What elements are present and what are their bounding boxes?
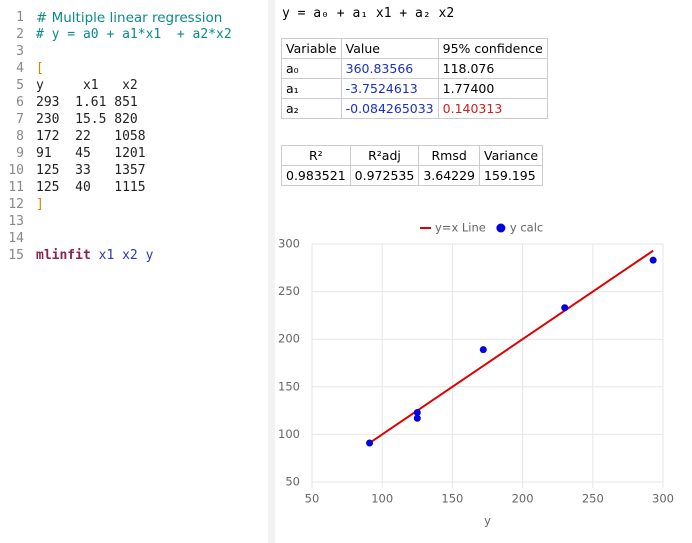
cell: -0.084265033 <box>340 98 439 119</box>
legend-dot <box>496 223 506 233</box>
x-axis-title: y <box>484 514 491 528</box>
line-number: 6 <box>16 95 24 110</box>
table-row: a₀ 360.83566 118.076 <box>281 58 548 79</box>
code-line: 293 1.61 851 <box>36 95 138 110</box>
line-number: 14 <box>8 231 24 246</box>
y-tick-label: 150 <box>278 379 300 393</box>
header-cell: 95% confidence <box>437 38 548 59</box>
cell: a₂ <box>281 98 342 119</box>
code-token: y x1 x2 <box>36 78 138 93</box>
code-line: # Multiple linear regression <box>36 10 222 26</box>
legend-label: y=x Line <box>435 221 486 235</box>
code-token: 172 22 1058 <box>36 129 146 144</box>
x-tick-label: 200 <box>512 492 534 506</box>
x-tick-label: 50 <box>305 492 320 506</box>
code-line: 172 22 1058 <box>36 129 146 144</box>
header-cell: Value <box>340 38 439 59</box>
code-token: # y = a0 + a1*x1 + a2*x2 <box>36 27 232 42</box>
line-number: 1 <box>16 10 24 25</box>
line-number: 7 <box>16 112 24 127</box>
line-number: 4 <box>16 61 24 76</box>
cell: 0.140313 <box>437 98 548 119</box>
code-token: [ <box>36 61 44 76</box>
x-tick-label: 150 <box>441 492 463 506</box>
cell: 3.64229 <box>418 165 481 186</box>
code-token: # Multiple linear regression <box>36 10 223 26</box>
code-token: x1 x2 y <box>90 248 154 263</box>
line-number: 13 <box>8 214 24 229</box>
header-cell: R² <box>281 145 351 166</box>
table-row: a₂ -0.084265033 0.140313 <box>281 98 548 119</box>
header-cell: Rmsd <box>418 145 481 166</box>
cell: 0.983521 <box>281 165 351 186</box>
line-number: 15 <box>8 248 24 263</box>
header-cell: R²adj <box>349 145 420 166</box>
code-line: mlinfit x1 x2 y <box>36 248 153 263</box>
code-token: ] <box>36 197 44 212</box>
x-tick-label: 300 <box>652 492 674 506</box>
cell: 159.195 <box>479 165 544 186</box>
code-line: # y = a0 + a1*x1 + a2*x2 <box>36 27 232 42</box>
line-number: 3 <box>16 44 24 59</box>
cell: a₀ <box>281 58 342 79</box>
table-row: 0.983521 0.972535 3.64229 159.195 <box>281 165 544 186</box>
code-line: 230 15.5 820 <box>36 112 138 127</box>
y-tick-label: 50 <box>285 475 300 489</box>
y-tick-label: 200 <box>278 332 300 346</box>
x-tick-label: 250 <box>582 492 604 506</box>
data-point <box>649 256 657 264</box>
statistics-table: R² R²adj Rmsd Variance 0.983521 0.972535 3.642… <box>281 145 544 186</box>
y-tick-label: 300 <box>278 237 300 251</box>
header-cell: Variance <box>479 145 544 166</box>
header-cell: Variable <box>281 38 342 59</box>
code-token: 230 15.5 820 <box>36 112 138 127</box>
line-number: 11 <box>8 180 24 195</box>
equation: y = a₀ + a₁ x1 + a₂ x2 <box>282 6 455 21</box>
code-editor[interactable]: 1 # Multiple linear regression 2 # y = a0 +… <box>0 0 275 543</box>
code-line: 91 45 1201 <box>36 146 146 161</box>
y-tick-label: 250 <box>278 284 300 298</box>
data-point <box>413 409 421 417</box>
header-row: Variable Value 95% confidence <box>281 38 548 59</box>
cell: 118.076 <box>437 58 548 79</box>
legend-label: y calc <box>510 221 543 235</box>
data-point <box>561 304 569 312</box>
code-line: 125 40 1115 <box>36 180 146 195</box>
code-token: 293 1.61 851 <box>36 95 138 110</box>
fit-line <box>369 249 654 444</box>
cell: a₁ <box>281 78 342 99</box>
code-line: y x1 x2 <box>36 78 138 93</box>
cell: 1.77400 <box>437 78 548 99</box>
table-row: a₁ -3.7524613 1.77400 <box>281 78 548 99</box>
code-line: [ <box>36 61 44 76</box>
line-number: 12 <box>8 197 24 212</box>
header-row: R² R²adj Rmsd Variance <box>281 145 544 166</box>
code-token: 125 40 1115 <box>36 180 146 195</box>
data-point <box>479 346 487 354</box>
y-tick-label: 100 <box>278 427 300 441</box>
line-number: 5 <box>16 78 24 93</box>
code-line: ] <box>36 197 44 212</box>
cell: 0.972535 <box>349 165 420 186</box>
coefficients-table: Variable Value 95% confidence a₀ 360.83566 11… <box>281 38 548 119</box>
line-number: 8 <box>16 129 24 144</box>
line-number: 10 <box>8 163 24 178</box>
data-point <box>413 414 421 422</box>
code-token: 91 45 1201 <box>36 146 146 161</box>
code-token: mlinfit <box>36 248 91 263</box>
line-number: 2 <box>16 27 24 42</box>
cell: -3.7524613 <box>340 78 439 99</box>
line-number: 9 <box>16 146 24 161</box>
code-line: 125 33 1357 <box>36 163 146 178</box>
cell: 360.83566 <box>340 58 439 79</box>
code-token: 125 33 1357 <box>36 163 146 178</box>
data-point <box>366 439 374 447</box>
x-tick-label: 100 <box>371 492 393 506</box>
